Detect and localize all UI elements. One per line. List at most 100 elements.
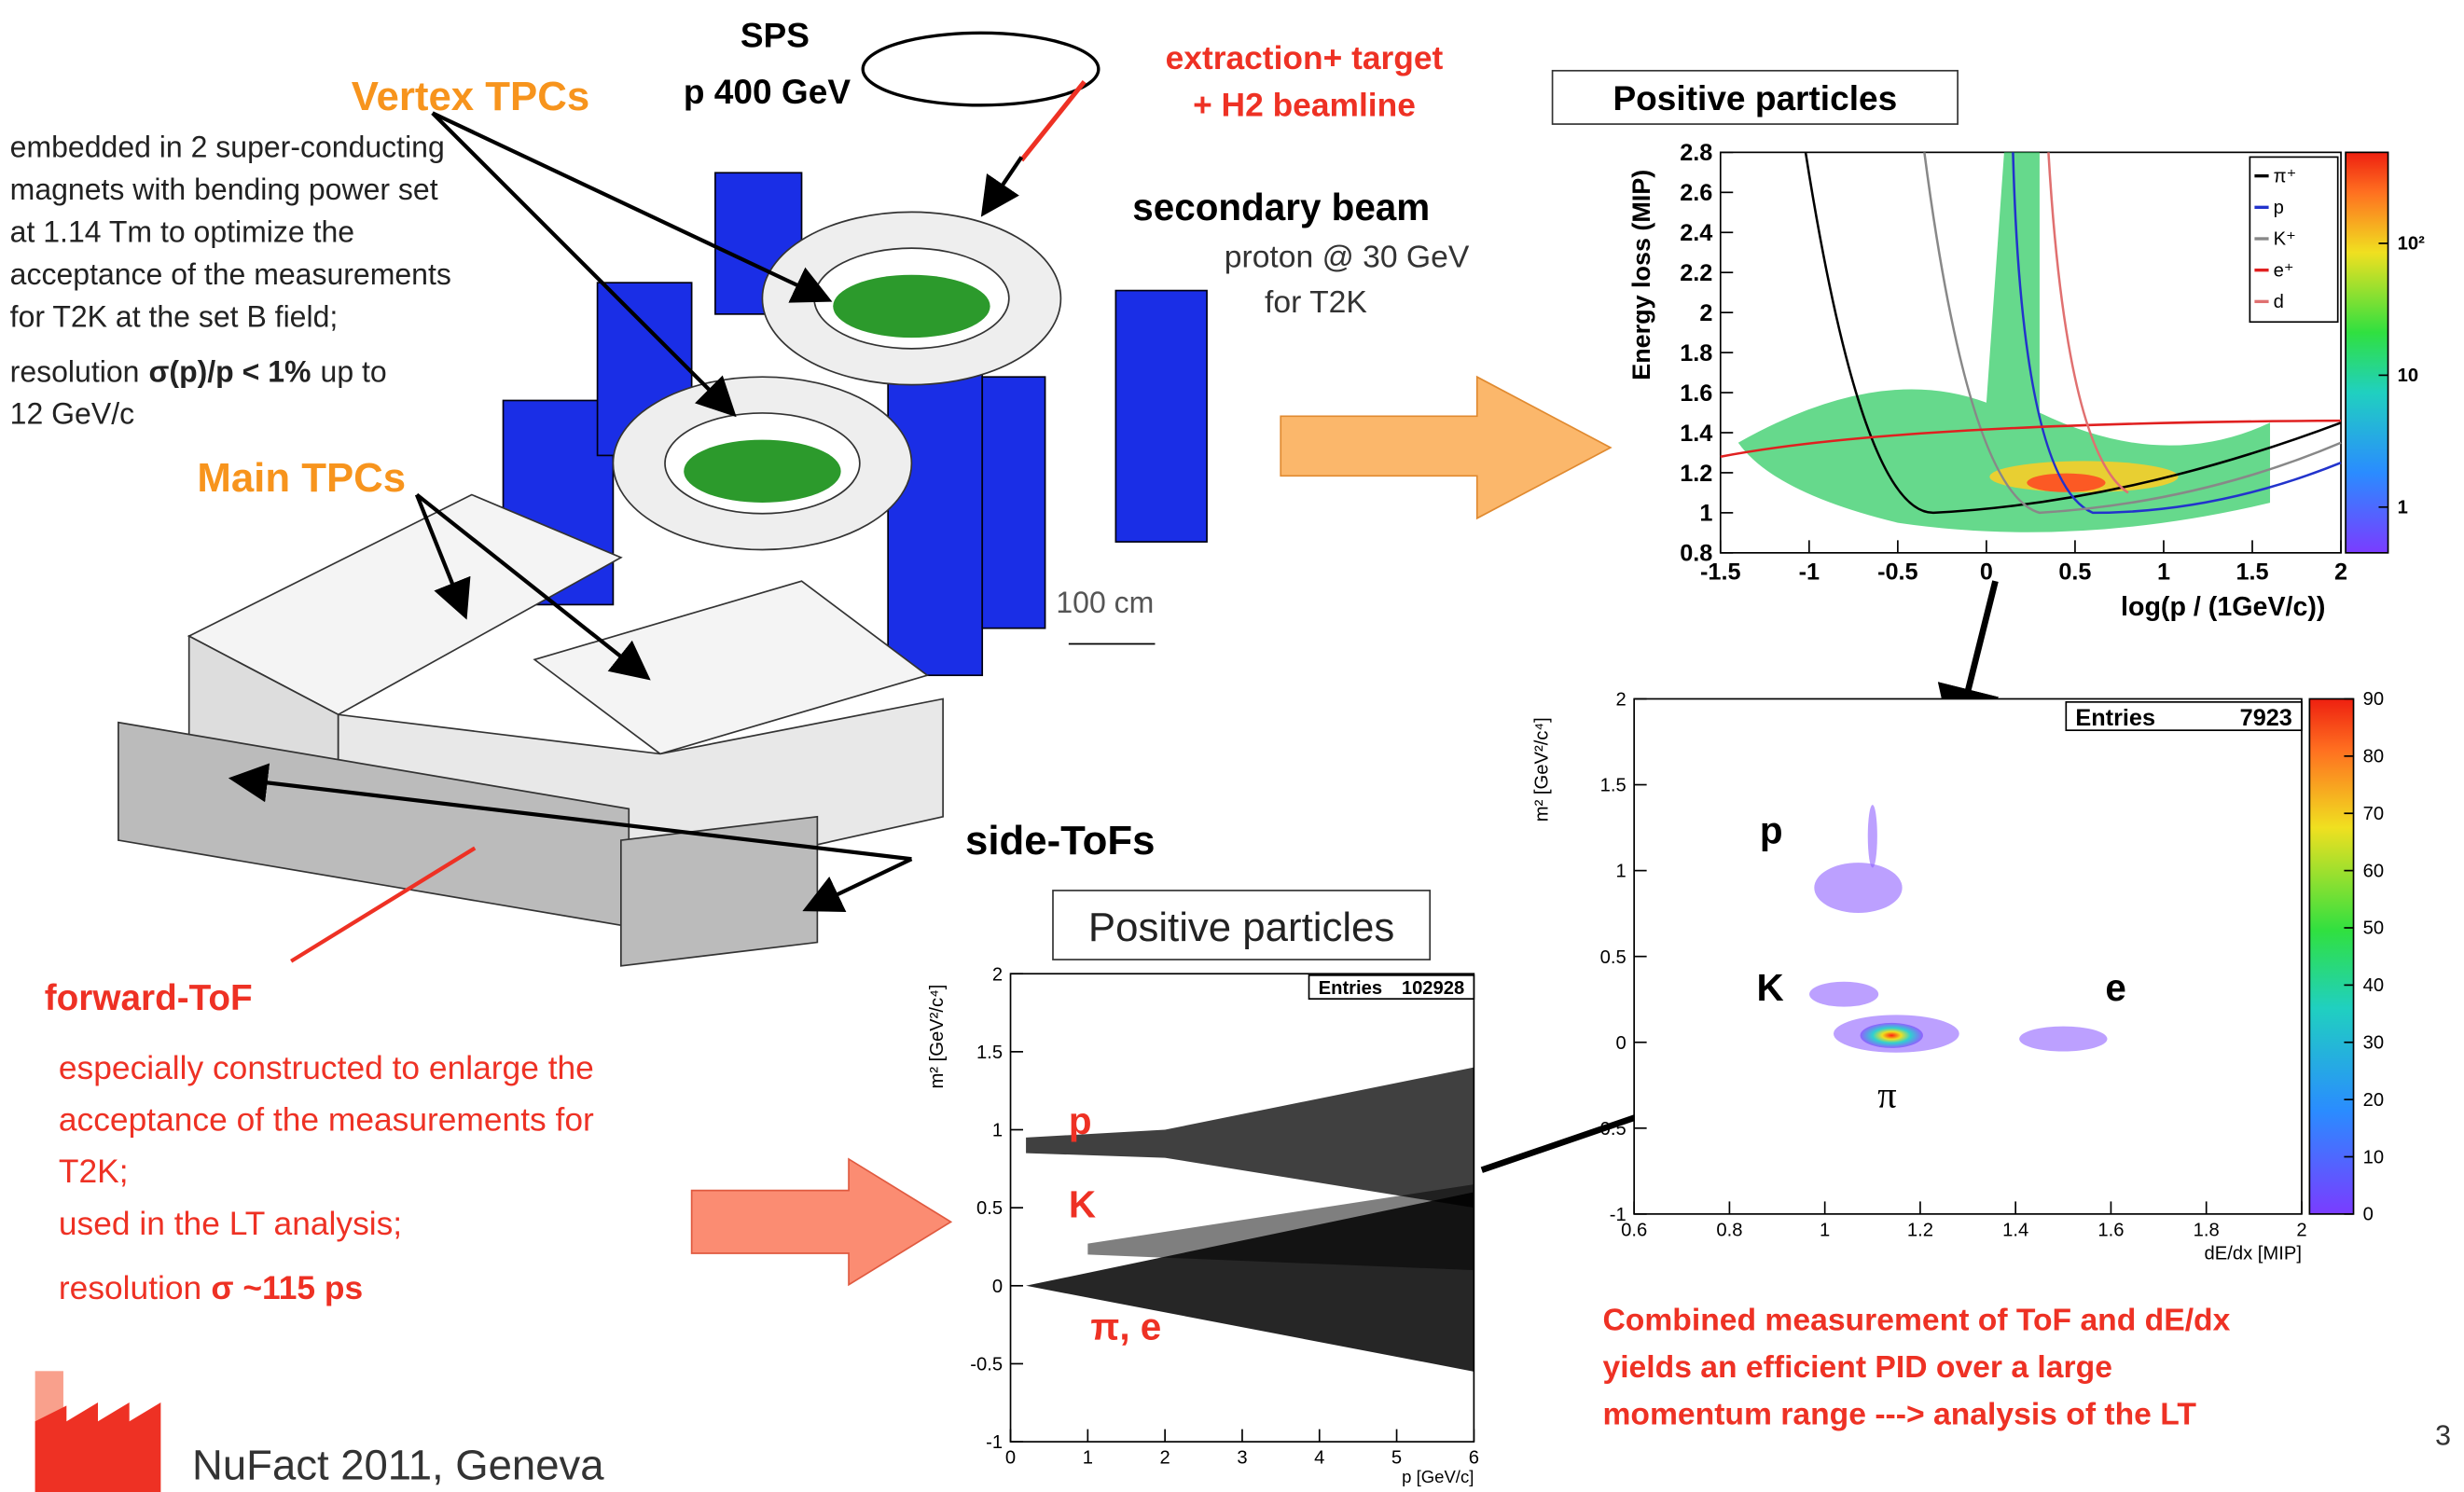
- text-span: σ ~115 ps: [211, 1270, 363, 1306]
- y-tick-label: 1.8: [1680, 340, 1712, 366]
- y-tick-label: 2.6: [1680, 180, 1712, 206]
- x-tick-label: 1: [1820, 1220, 1830, 1240]
- x-tick-label: 0.5: [2058, 559, 2091, 585]
- colorbar-tick-label: 1: [2398, 498, 2408, 518]
- x-tick-label: 1.6: [2097, 1220, 2124, 1240]
- x-tick-label: 0.8: [1716, 1220, 1742, 1240]
- stats-value: 7923: [2240, 705, 2292, 731]
- legend-label: π⁺: [2274, 166, 2297, 186]
- y-tick-label: 2.8: [1680, 140, 1712, 166]
- text-line: T2K;: [59, 1154, 129, 1190]
- density: [1868, 805, 1877, 867]
- plot-area: [1634, 698, 2302, 1213]
- text-span: resolution: [59, 1270, 201, 1306]
- stats-label: Entries: [1319, 978, 1383, 999]
- text-line: resolution σ ~115 ps: [59, 1270, 363, 1306]
- plot-title: Positive particles: [1613, 78, 1897, 117]
- x-tick-label: 2: [2334, 559, 2347, 585]
- y-tick-label: 2.2: [1680, 260, 1712, 286]
- y-tick-label: 0.5: [976, 1198, 1003, 1219]
- sps-ring: [863, 33, 1099, 104]
- x-tick-label: 3: [1237, 1448, 1247, 1469]
- text-line: especially constructed to enlarge the: [59, 1050, 594, 1086]
- colorbar-tick-label: 20: [2363, 1090, 2384, 1111]
- pointer-arrow: [810, 859, 911, 907]
- text-span: up to: [321, 354, 387, 388]
- slide: SPS p 400 GeV extraction+ target + H2 be…: [0, 0, 2464, 1492]
- y-tick-label: 1.2: [1680, 461, 1712, 487]
- y-axis-label: m² [GeV²/c⁴]: [927, 985, 948, 1089]
- vertex-tpc: [684, 440, 840, 503]
- legend-label: K⁺: [2274, 229, 2296, 250]
- secondary-beam-desc: for T2K: [1265, 285, 1367, 320]
- legend-label: p: [2274, 198, 2284, 218]
- x-axis-label: p [GeV/c]: [1402, 1467, 1474, 1486]
- x-tick-label: 2: [1160, 1448, 1170, 1469]
- text-line: momentum range ---> analysis of the LT: [1602, 1398, 2196, 1432]
- page-number: 3: [2435, 1420, 2451, 1451]
- text-line: magnets with bending power set: [10, 173, 438, 206]
- text-line: for T2K at the set B field;: [10, 299, 339, 333]
- x-tick-label: 4: [1314, 1448, 1324, 1469]
- x-axis-label: log(p / (1GeV/c)): [2121, 592, 2325, 622]
- y-tick-label: 0: [992, 1277, 1003, 1297]
- x-tick-label: 1.4: [2002, 1220, 2028, 1240]
- x-tick-label: 2: [2296, 1220, 2306, 1240]
- colorbar-tick-label: 40: [2363, 975, 2384, 996]
- sps-energy: p 400 GeV: [684, 72, 851, 111]
- y-tick-label: 1: [992, 1121, 1003, 1141]
- text-line: yields an efficient PID over a large: [1602, 1350, 2111, 1385]
- stats-value: 102928: [1402, 978, 1464, 999]
- particle-label: K: [1757, 966, 1784, 1009]
- y-tick-label: 2: [1615, 690, 1626, 711]
- big-arrow: [692, 1159, 951, 1285]
- y-tick-label: 1.4: [1680, 421, 1712, 447]
- y-tick-label: 1: [1699, 501, 1712, 527]
- text-line: used in the LT analysis;: [59, 1206, 402, 1242]
- particle-label: p: [1760, 808, 1783, 851]
- main-tpcs-label: Main TPCs: [197, 455, 406, 501]
- colorbar-tick-label: 70: [2363, 804, 2384, 824]
- text-line: embedded in 2 super-conducting: [10, 130, 445, 163]
- legend-label: d: [2274, 292, 2284, 312]
- plot: 0123456-1-0.500.511.52p [GeV/c]m² [GeV²/…: [927, 964, 1479, 1486]
- text-line: at 1.14 Tm to optimize the: [10, 214, 354, 248]
- stats-label: Entries: [2075, 705, 2155, 731]
- y-tick-label: 2.4: [1680, 220, 1712, 246]
- vertex-description: embedded in 2 super-conducting magnets w…: [10, 130, 451, 430]
- magnet-yoke: [982, 377, 1045, 628]
- y-tick-label: 0.5: [1600, 947, 1627, 968]
- y-tick-label: 0.8: [1680, 541, 1712, 567]
- y-tick-label: -1: [986, 1432, 1003, 1453]
- x-tick-label: 1.2: [1907, 1220, 1933, 1240]
- y-tick-label: 1: [1615, 862, 1626, 882]
- y-tick-label: 2: [1699, 300, 1712, 326]
- y-tick-label: 0: [1615, 1033, 1626, 1054]
- sps-label: SPS: [741, 16, 810, 55]
- legend-label: e⁺: [2274, 260, 2294, 281]
- text-span: σ(p)/p < 1%: [149, 354, 311, 388]
- x-tick-label: 5: [1391, 1448, 1402, 1469]
- footer: NuFact 2011, Geneva: [192, 1442, 604, 1489]
- x-tick-label: 1.5: [2236, 559, 2268, 585]
- colorbar-tick-label: 30: [2363, 1032, 2384, 1053]
- particle-label: p: [1069, 1099, 1092, 1142]
- secondary-beam-desc: proton @ 30 GeV: [1225, 240, 1470, 274]
- density: [2019, 1027, 2107, 1052]
- particle-label: K: [1069, 1182, 1096, 1225]
- colorbar-tick-label: 10: [2363, 1147, 2384, 1167]
- particle-label: π, e: [1090, 1306, 1161, 1348]
- big-arrow: [1280, 377, 1611, 518]
- colorbar-tick-label: 10: [2398, 366, 2418, 386]
- vertex-tpcs-label: Vertex TPCs: [352, 74, 589, 119]
- beamline: [1021, 82, 1084, 160]
- y-tick-label: 2: [992, 964, 1003, 985]
- x-tick-label: 1.8: [2194, 1220, 2220, 1240]
- density: [1809, 982, 1878, 1007]
- y-tick-label: 1.5: [976, 1043, 1003, 1063]
- forward-tof-label: forward-ToF: [45, 978, 253, 1018]
- y-axis-label: Energy loss (MIP): [1627, 170, 1655, 380]
- particle-label: π: [1877, 1073, 1896, 1115]
